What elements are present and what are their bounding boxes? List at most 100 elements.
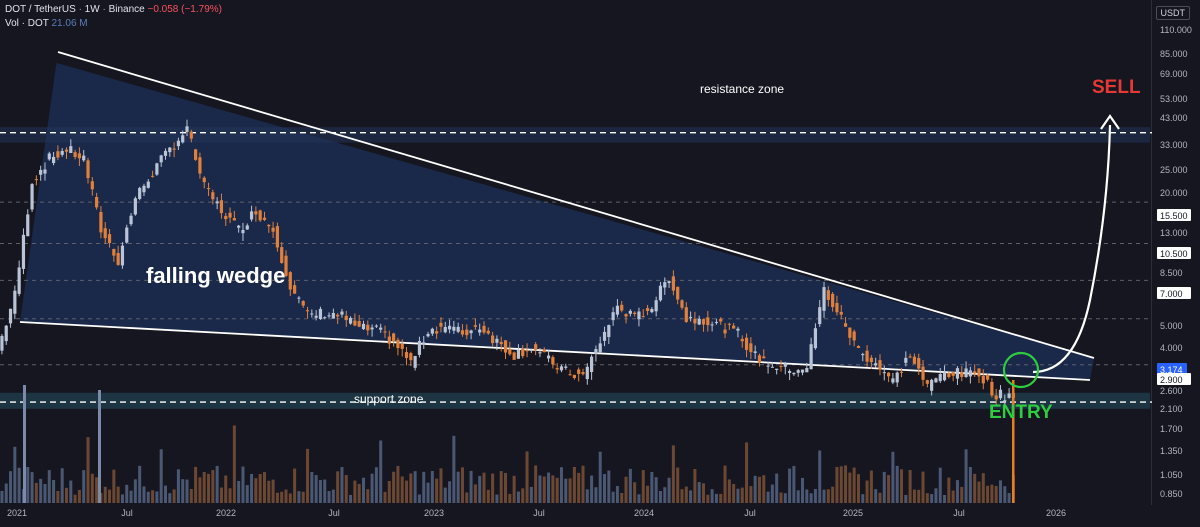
- volume-bar: [813, 488, 817, 503]
- entry-label: ENTRY: [989, 402, 1053, 423]
- volume-bar: [611, 491, 615, 503]
- volume-bar: [293, 468, 297, 503]
- volume-bar: [921, 471, 925, 503]
- candle-body: [379, 327, 383, 330]
- price-tick: 33.000: [1160, 140, 1188, 150]
- candle-body: [150, 175, 155, 177]
- price-tick: 15.500: [1160, 211, 1188, 221]
- price-tick: 43.000: [1160, 113, 1188, 123]
- volume-label[interactable]: Vol · DOT: [5, 18, 49, 29]
- candle-body: [645, 308, 650, 312]
- candle-body: [491, 335, 495, 344]
- volume-bar: [779, 492, 783, 503]
- volume-bar: [224, 475, 228, 503]
- candle-body: [942, 372, 947, 381]
- volume-bar: [508, 493, 512, 503]
- wedge-mask: [0, 40, 58, 322]
- candle-body: [417, 340, 422, 355]
- volume-bar: [581, 465, 585, 503]
- volume-bar: [340, 467, 344, 503]
- candle-body: [749, 343, 753, 353]
- candle-body: [73, 152, 77, 157]
- candle-body: [271, 227, 275, 232]
- volume-bar: [572, 466, 576, 503]
- volume-bar: [973, 473, 977, 503]
- interval-label[interactable]: 1W: [84, 4, 100, 15]
- candle-body: [426, 334, 430, 337]
- volume-bar: [887, 475, 891, 503]
- volume-bar: [473, 484, 477, 503]
- candle-body: [654, 300, 658, 312]
- volume-bar: [138, 465, 142, 503]
- candle-body: [792, 372, 796, 375]
- sell-label: SELL: [1092, 77, 1141, 98]
- volume-bar: [542, 476, 546, 503]
- candle-body: [353, 320, 357, 326]
- currency-unit-badge[interactable]: USDT: [1155, 6, 1190, 20]
- volume-bar: [676, 467, 680, 503]
- candle-body: [861, 354, 865, 356]
- volume-bar: [318, 480, 322, 503]
- candle-body: [684, 307, 688, 322]
- volume-bar: [646, 485, 650, 503]
- volume-bar: [727, 479, 731, 503]
- volume-header: Vol · DOT 21.06 M: [5, 18, 88, 29]
- volume-bar: [52, 479, 56, 503]
- candle-body: [641, 316, 645, 318]
- current-price-box: [1157, 363, 1187, 375]
- candle-body: [69, 146, 73, 153]
- volume-bar: [0, 490, 4, 503]
- price-change: −0.058 (−1.79%): [147, 4, 222, 15]
- candle-body: [917, 358, 921, 369]
- candle-body: [577, 369, 581, 374]
- symbol-label[interactable]: DOT / TetherUS: [5, 4, 76, 15]
- candle-body: [525, 350, 529, 352]
- level-price-box: [1157, 373, 1191, 385]
- candle-body: [973, 371, 977, 374]
- candle-body: [422, 342, 426, 345]
- volume-bar: [499, 471, 503, 503]
- candle-body: [762, 356, 766, 359]
- volume-bar: [775, 473, 779, 503]
- volume-bar: [826, 489, 830, 503]
- candle-body: [934, 378, 938, 383]
- time-tick: Jul: [328, 508, 340, 518]
- resistance-zone-label: resistance zone: [700, 82, 784, 96]
- candle-body: [775, 368, 779, 370]
- volume-bar: [801, 477, 805, 503]
- volume-bar: [254, 478, 258, 503]
- support-zone-label: support zone: [354, 392, 424, 406]
- volume-bar: [366, 489, 370, 503]
- volume-bar: [215, 465, 219, 503]
- candle-body: [938, 374, 942, 382]
- candle-body: [620, 304, 624, 311]
- volume-bar: [211, 470, 215, 503]
- volume-bar: [710, 489, 714, 503]
- volume-bar: [349, 494, 353, 503]
- candle-body: [1007, 393, 1011, 398]
- price-tick: 13.000: [1160, 228, 1188, 238]
- candle-body: [8, 308, 13, 324]
- candle-body: [813, 328, 818, 349]
- candle-body: [344, 315, 348, 321]
- volume-bar: [693, 469, 697, 503]
- volume-bar: [671, 445, 675, 503]
- volume-bar: [383, 491, 387, 503]
- volume-bar: [491, 473, 495, 503]
- volume-bar: [792, 465, 796, 503]
- volume-bar: [981, 473, 985, 503]
- candle-body: [981, 375, 985, 384]
- candle-body: [413, 356, 417, 368]
- volume-bar: [155, 491, 159, 503]
- volume-bar: [818, 450, 822, 503]
- time-tick: Jul: [953, 508, 965, 518]
- volume-bar: [448, 481, 452, 503]
- volume-bar: [116, 486, 120, 503]
- volume-bar: [478, 475, 482, 503]
- candle-body: [284, 255, 288, 276]
- candle-body: [835, 302, 839, 313]
- candle-body: [590, 356, 594, 373]
- volume-bar: [409, 473, 413, 503]
- volume-bar: [129, 490, 133, 503]
- candle-body: [34, 179, 38, 181]
